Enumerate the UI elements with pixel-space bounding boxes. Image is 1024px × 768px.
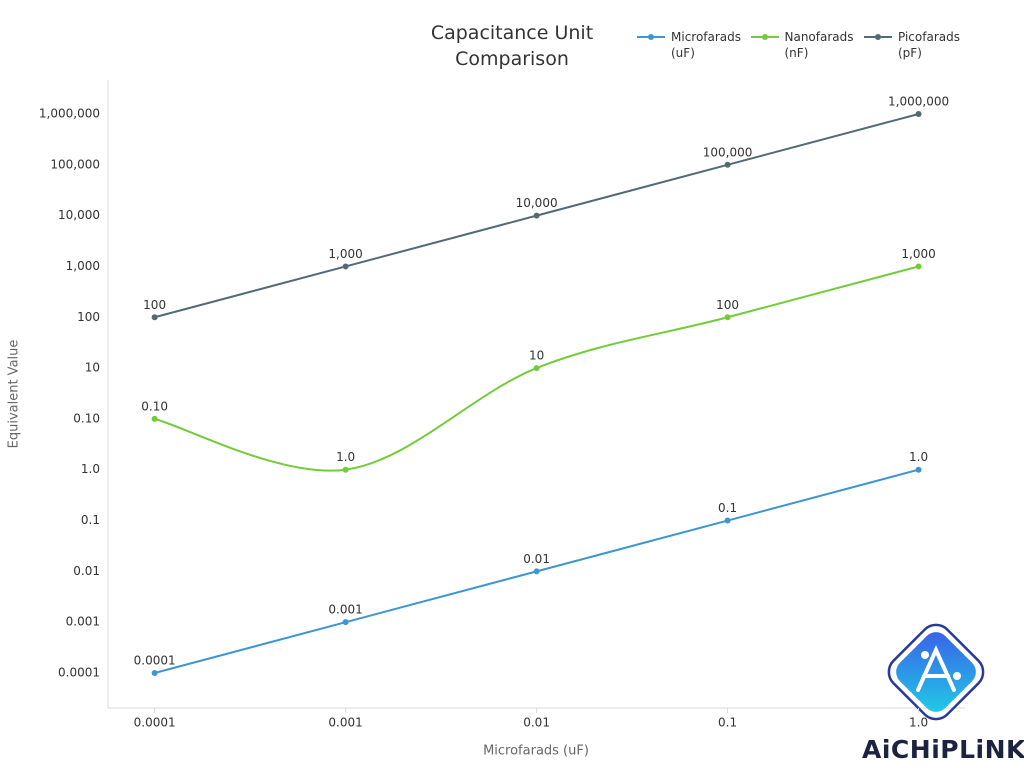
data-label: 100 xyxy=(716,298,739,312)
x-axis-label: Microfarads (uF) xyxy=(483,744,589,759)
data-label: 1,000 xyxy=(901,247,935,261)
data-point xyxy=(342,263,349,270)
y-tick-label: 0.0001 xyxy=(58,666,100,680)
y-tick-label: 1,000,000 xyxy=(39,106,100,120)
data-label: 10 xyxy=(529,349,544,363)
data-label: 1.0 xyxy=(336,450,355,464)
y-tick-label: 0.1 xyxy=(81,513,100,527)
legend-label: Picofarads (pF) xyxy=(898,30,960,60)
chart-title: Capacitance Unit Comparison xyxy=(430,22,594,70)
data-point xyxy=(533,365,540,372)
legend-marker xyxy=(875,34,881,40)
y-tick-label: 1,000 xyxy=(66,259,100,273)
legend-item: Nanofarads (nF) xyxy=(750,29,854,63)
data-label: 0.0001 xyxy=(134,654,176,668)
x-tick-label: 0.1 xyxy=(718,716,737,730)
legend-label: Nanofarads (nF) xyxy=(784,30,854,60)
data-point xyxy=(151,415,158,422)
data-label: 100 xyxy=(143,298,166,312)
data-point xyxy=(915,466,922,473)
legend-marker xyxy=(761,34,768,40)
y-tick-label: 10 xyxy=(85,361,100,375)
y-axis-label: Equivalent Value xyxy=(7,340,22,449)
data-label: 0.01 xyxy=(523,552,550,566)
data-point xyxy=(915,110,922,117)
legend-label: Microfarads (uF) xyxy=(671,30,742,60)
data-point xyxy=(151,670,158,676)
data-label: 1,000,000 xyxy=(888,94,949,108)
legend-item: Picofarads (pF) xyxy=(864,29,964,63)
y-tick-label: 1.0 xyxy=(81,462,100,476)
y-tick-label: 10,000 xyxy=(58,208,100,222)
data-label: 0.001 xyxy=(328,603,362,617)
data-point xyxy=(915,263,922,270)
watermark-icon xyxy=(887,623,985,721)
data-point xyxy=(151,314,158,321)
data-point xyxy=(724,161,731,168)
x-tick-label: 0.0001 xyxy=(134,716,176,730)
y-tick-label: 0.01 xyxy=(73,564,100,578)
data-point xyxy=(533,212,540,219)
data-point xyxy=(342,466,349,473)
y-tick-label: 100 xyxy=(77,310,100,324)
x-tick-label: 1.0 xyxy=(909,716,928,730)
data-point xyxy=(533,568,540,575)
watermark: AiCHiPLiNK xyxy=(862,735,1024,764)
y-tick-label: 0.10 xyxy=(73,411,100,425)
data-label: 1,000 xyxy=(328,247,362,261)
data-label: 0.1 xyxy=(718,501,737,515)
y-tick-label: 0.001 xyxy=(66,615,100,629)
data-point xyxy=(724,314,731,321)
data-label: 100,000 xyxy=(703,145,753,159)
legend-item: Microfarads (uF) xyxy=(637,29,741,63)
x-tick-label: 0.001 xyxy=(328,716,362,730)
data-point xyxy=(342,619,349,626)
data-label: 0.10 xyxy=(141,399,168,413)
legend-marker xyxy=(648,34,654,40)
data-label: 10,000 xyxy=(516,196,558,210)
y-tick-label: 100,000 xyxy=(50,157,100,171)
data-point xyxy=(724,517,731,524)
data-label: 1.0 xyxy=(909,450,928,464)
x-tick-label: 0.01 xyxy=(523,716,550,730)
